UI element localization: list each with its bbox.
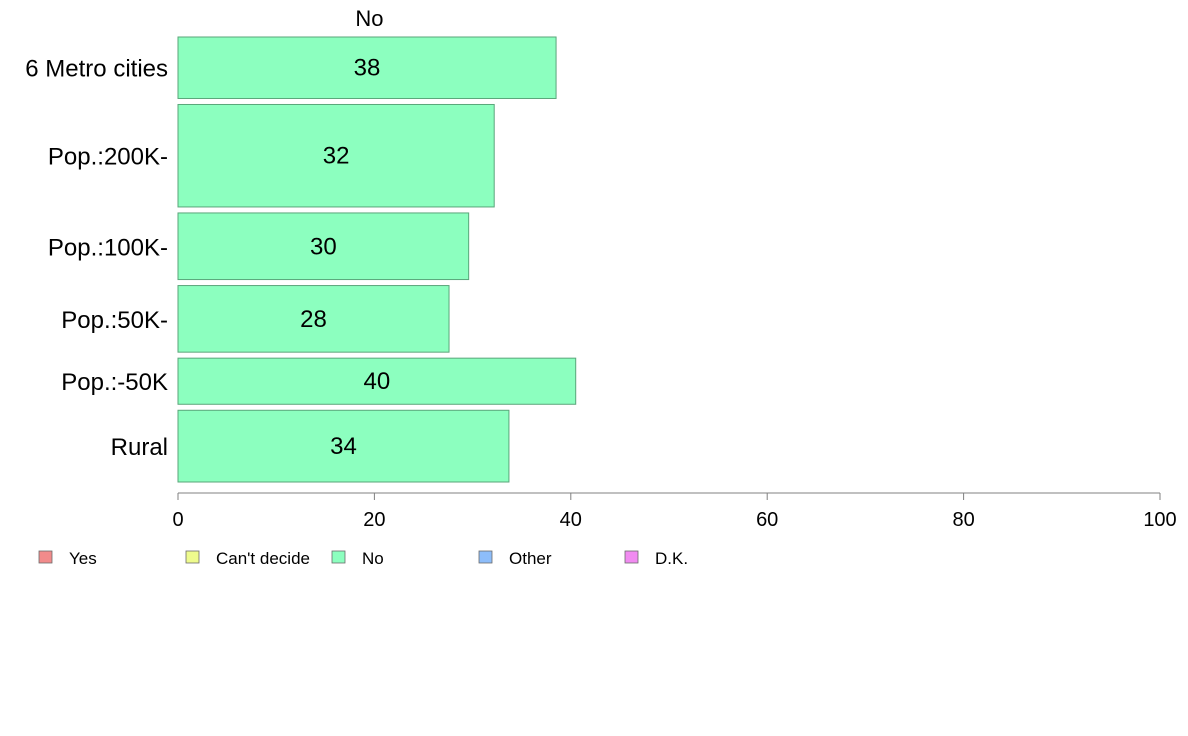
- category-label: Pop.:200K-: [48, 144, 168, 171]
- bar-value-label: 34: [330, 433, 357, 460]
- legend-label: Yes: [69, 549, 97, 568]
- bar-5: [177, 357, 577, 405]
- legend-swatch: [478, 550, 493, 564]
- category-label: Pop.:-50K: [61, 369, 168, 396]
- x-tick-label: 80: [952, 509, 974, 531]
- legend-swatch: [38, 550, 53, 564]
- category-label: Rural: [111, 434, 168, 461]
- legend-swatch: [624, 550, 639, 564]
- legend-label: Other: [509, 549, 552, 568]
- category-label: Pop.:50K-: [61, 307, 168, 334]
- bars: 38 32 30 28 40 34: [177, 36, 577, 483]
- x-tick-label: 40: [560, 509, 582, 531]
- x-axis: 0 20 40 60 80 100: [172, 492, 1177, 531]
- category-label: Pop.:100K-: [48, 234, 168, 261]
- legend-label: No: [362, 549, 384, 568]
- bar-value-label: 32: [323, 143, 350, 170]
- legend-label: Can't decide: [216, 549, 310, 568]
- x-tick-label: 60: [756, 509, 778, 531]
- bar-1: [177, 36, 557, 99]
- x-tick-label: 0: [172, 509, 183, 531]
- x-tick-label: 100: [1143, 509, 1176, 531]
- panel-title: No: [355, 6, 383, 31]
- bar-value-label: 30: [310, 233, 337, 260]
- legend-swatch: [185, 550, 200, 564]
- legend: Yes Can't decide No Other D.K.: [38, 549, 688, 568]
- bar-value-label: 28: [300, 306, 327, 333]
- legend-swatch: [331, 550, 346, 564]
- category-labels: 6 Metro cities Pop.:200K- Pop.:100K- Pop.:5…: [25, 56, 168, 461]
- x-tick-label: 20: [363, 509, 385, 531]
- legend-label: D.K.: [655, 549, 688, 568]
- bar-6: [177, 409, 510, 483]
- bar-4: [177, 285, 450, 353]
- category-label: 6 Metro cities: [25, 56, 168, 83]
- bar-value-label: 40: [364, 368, 391, 395]
- bar-3: [177, 212, 470, 281]
- bar-2: [177, 103, 495, 208]
- bar-value-label: 38: [354, 55, 381, 82]
